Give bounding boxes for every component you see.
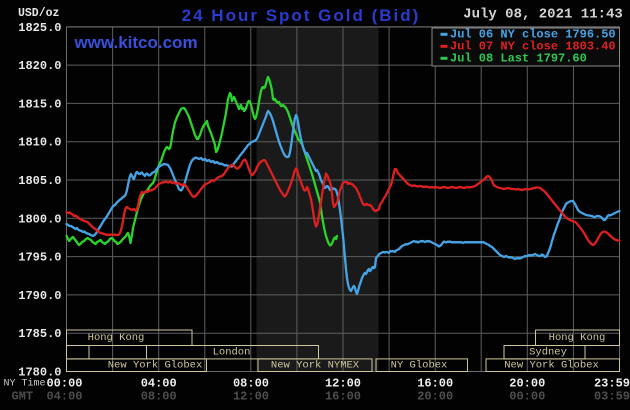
svg-text:1800.0: 1800.0 <box>18 212 61 226</box>
svg-text:16:00: 16:00 <box>417 377 453 391</box>
svg-text:1810.0: 1810.0 <box>18 136 61 150</box>
svg-text:04:00: 04:00 <box>141 377 177 391</box>
svg-text:04:00: 04:00 <box>46 390 82 404</box>
svg-text:Hong Kong: Hong Kong <box>549 332 606 344</box>
svg-text:New York Globex: New York Globex <box>108 360 203 372</box>
svg-text:1780.0: 1780.0 <box>18 366 61 380</box>
svg-text:GMT: GMT <box>12 390 34 404</box>
svg-text:20:00: 20:00 <box>509 377 545 391</box>
svg-text:12:00: 12:00 <box>233 390 269 404</box>
svg-text:12:00: 12:00 <box>325 377 361 391</box>
svg-text:Jul 08 Last 1797.60: Jul 08 Last 1797.60 <box>450 51 587 65</box>
svg-text:Jul 06 NY close 1796.50: Jul 06 NY close 1796.50 <box>450 27 616 41</box>
svg-text:NY Time: NY Time <box>4 378 46 390</box>
svg-text:00:00: 00:00 <box>46 377 82 391</box>
svg-text:20:00: 20:00 <box>417 390 453 404</box>
svg-text:1805.0: 1805.0 <box>18 174 61 188</box>
svg-text:NY Globex: NY Globex <box>391 360 448 372</box>
svg-text:1795.0: 1795.0 <box>18 251 61 265</box>
svg-text:08:00: 08:00 <box>233 377 269 391</box>
svg-text:1825.0: 1825.0 <box>18 21 61 35</box>
svg-text:16:00: 16:00 <box>325 390 361 404</box>
svg-text:Jul 07 NY close 1803.40: Jul 07 NY close 1803.40 <box>450 39 616 53</box>
svg-text:00:00: 00:00 <box>509 390 545 404</box>
svg-text:London: London <box>213 347 251 359</box>
svg-text:New York NYMEX: New York NYMEX <box>271 360 360 372</box>
svg-text:03:59: 03:59 <box>594 390 630 404</box>
svg-text:1785.0: 1785.0 <box>18 327 61 341</box>
svg-text:23:59: 23:59 <box>594 377 630 391</box>
svg-text:1790.0: 1790.0 <box>18 289 61 303</box>
svg-text:24 Hour Spot Gold (Bid): 24 Hour Spot Gold (Bid) <box>182 6 421 25</box>
svg-text:www.kitco.com: www.kitco.com <box>73 33 197 52</box>
svg-text:Sydney: Sydney <box>529 347 567 359</box>
svg-text:08:00: 08:00 <box>141 390 177 404</box>
svg-text:1820.0: 1820.0 <box>18 59 61 73</box>
svg-text:1815.0: 1815.0 <box>18 97 61 111</box>
svg-text:USD/oz: USD/oz <box>18 7 60 20</box>
svg-text:New York Globex: New York Globex <box>504 360 599 372</box>
svg-text:July 08, 2021 11:43: July 08, 2021 11:43 <box>463 7 623 23</box>
svg-text:Hong Kong: Hong Kong <box>88 332 145 344</box>
